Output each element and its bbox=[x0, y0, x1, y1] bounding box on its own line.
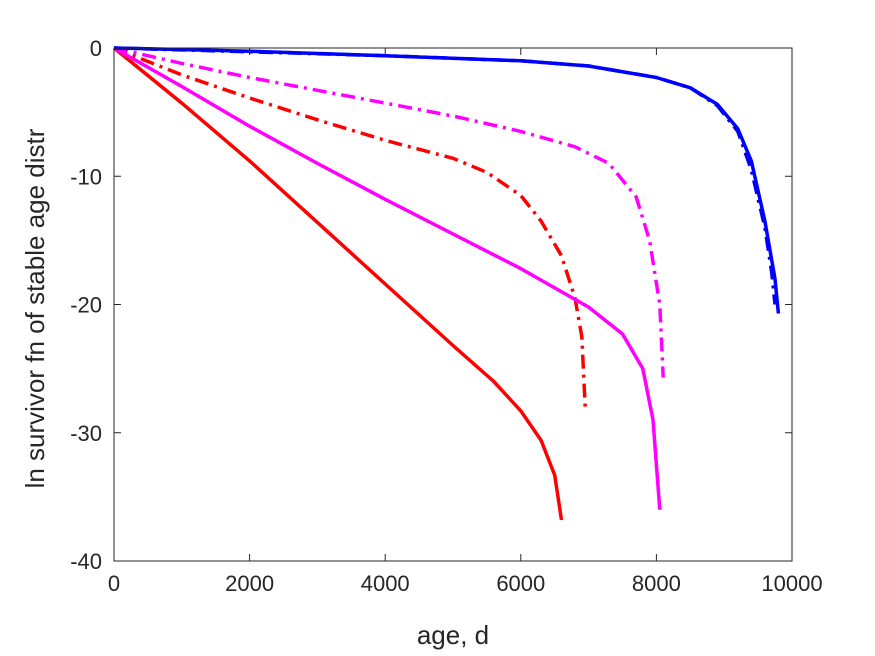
x-tick-label: 2000 bbox=[225, 571, 274, 596]
y-axis-label: ln survivor fn of stable age distr bbox=[20, 128, 50, 488]
y-tick-label: -30 bbox=[70, 421, 102, 446]
x-tick-label: 8000 bbox=[632, 571, 681, 596]
series-line-5 bbox=[113, 46, 781, 314]
series-line-2 bbox=[113, 46, 662, 510]
series-line-0 bbox=[112, 46, 564, 521]
x-tick-label: 4000 bbox=[361, 571, 410, 596]
x-axis-label: age, d bbox=[417, 620, 489, 650]
series-layer bbox=[112, 46, 781, 521]
plot-area bbox=[114, 48, 792, 561]
y-tick-label: -20 bbox=[70, 293, 102, 318]
x-tick-label: 6000 bbox=[496, 571, 545, 596]
axis-layer: 0 2000 4000 6000 8000 10000 0 -10 -20 -30 -40 bbox=[70, 36, 822, 596]
x-tick-label: 0 bbox=[108, 571, 120, 596]
y-tick-label: 0 bbox=[90, 36, 102, 61]
x-tick-label: 10000 bbox=[761, 571, 822, 596]
y-tick-label: -40 bbox=[70, 549, 102, 574]
y-tick-label: -10 bbox=[70, 164, 102, 189]
series-line-3 bbox=[113, 46, 665, 378]
